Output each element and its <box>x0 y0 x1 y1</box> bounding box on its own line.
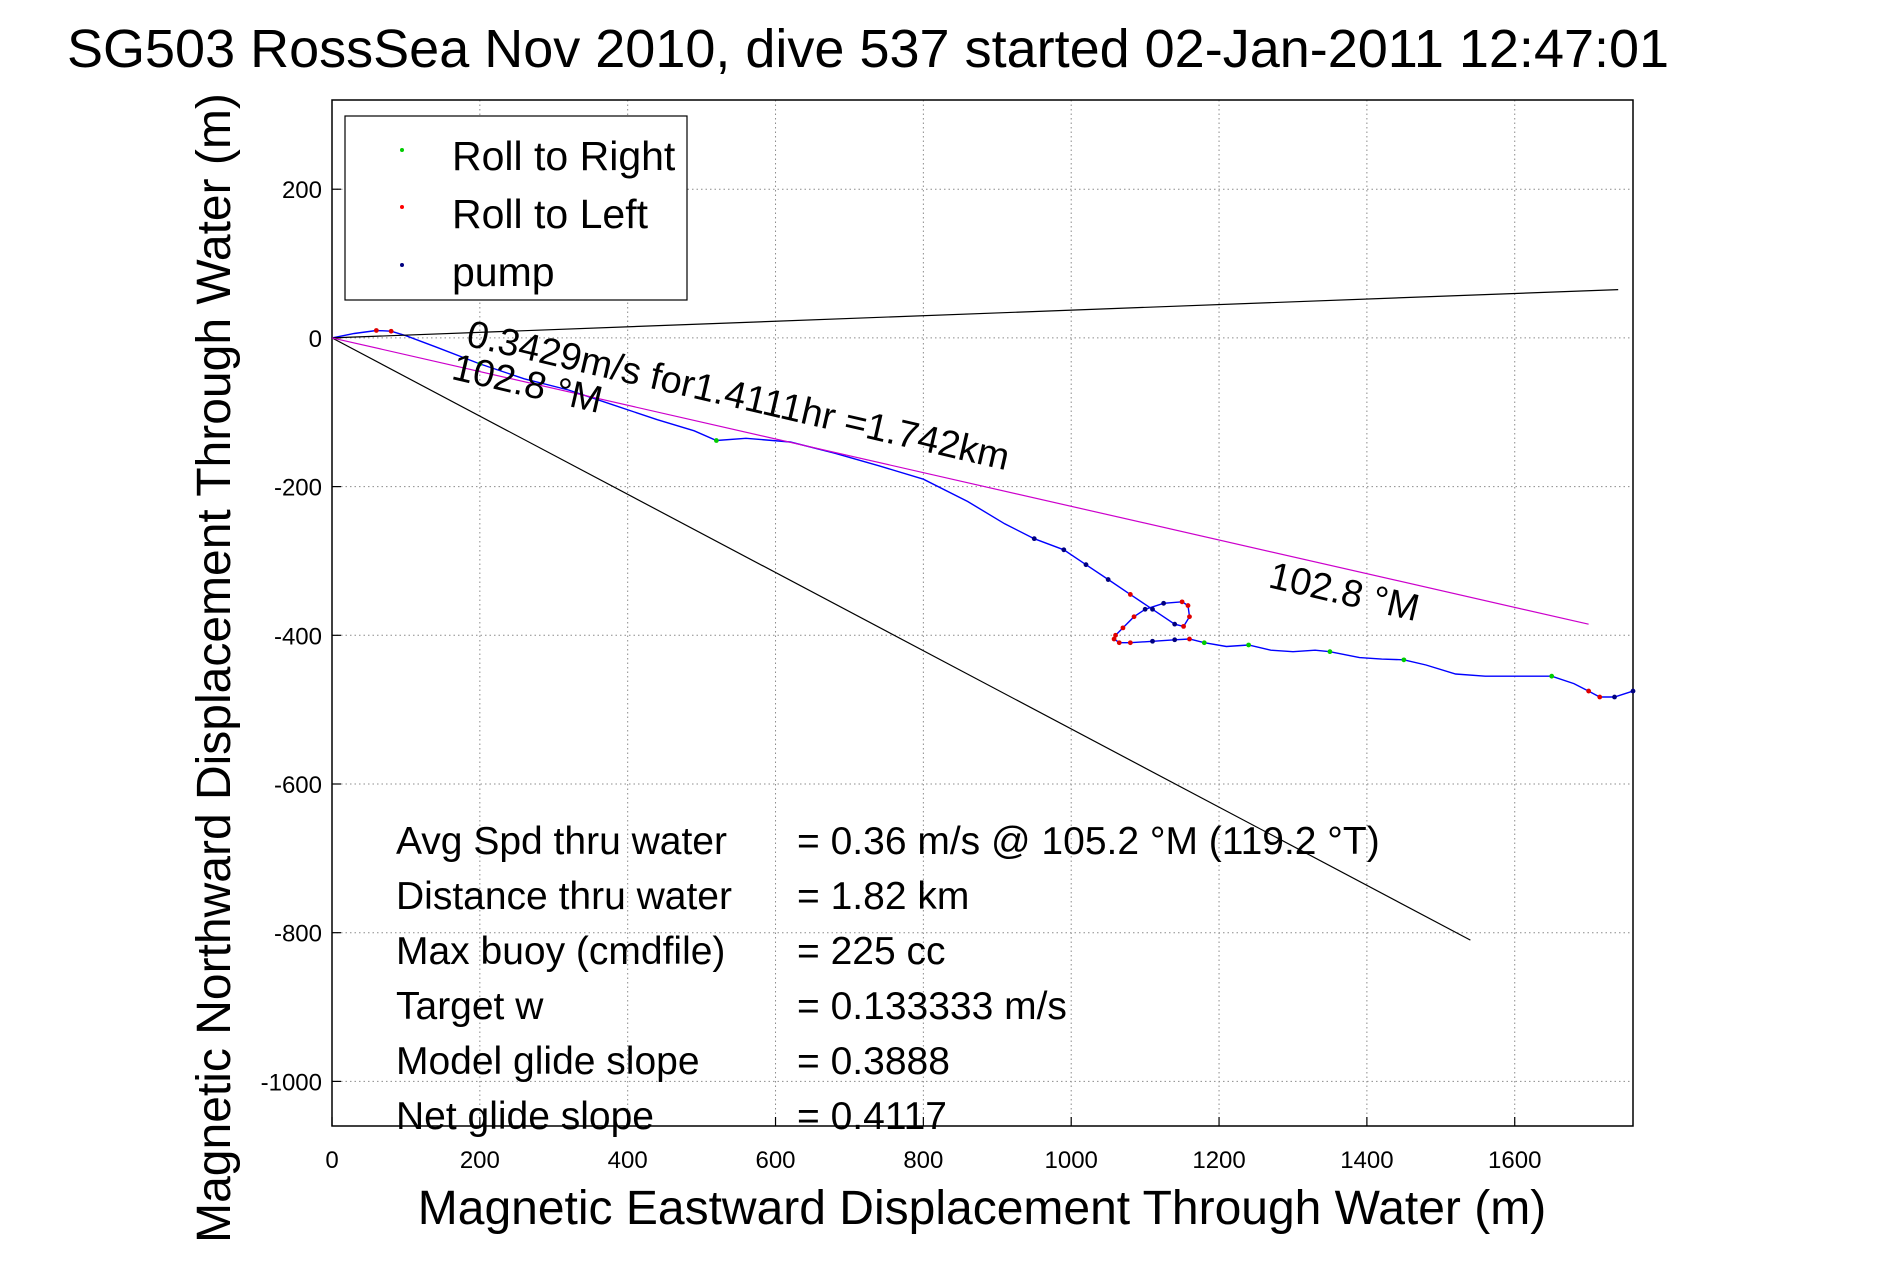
track-event-marker <box>1612 694 1617 700</box>
track-event-marker <box>1630 688 1636 694</box>
legend-label-roll-left: Roll to Left <box>452 191 649 237</box>
series-layer <box>331 289 1636 941</box>
x-tick-label: 0 <box>325 1147 338 1174</box>
legend-label-pump: pump <box>452 249 555 295</box>
track-event-marker <box>1172 621 1178 627</box>
track-event-marker <box>1586 688 1592 694</box>
track-event-marker <box>1116 640 1122 646</box>
x-tick-label: 200 <box>460 1147 500 1174</box>
x-tick-label: 1600 <box>1488 1147 1541 1174</box>
track-event-marker <box>388 328 394 334</box>
stat-value: = 1.82 km <box>797 875 969 918</box>
legend-marker-roll-left <box>400 205 404 209</box>
track-event-marker <box>1083 562 1089 568</box>
y-tick-label: -1000 <box>261 1069 322 1096</box>
stat-value: = 0.3888 <box>797 1040 950 1083</box>
track-event-marker <box>1142 606 1148 612</box>
stat-label: Target w <box>396 985 544 1028</box>
legend-marker-roll-right <box>400 148 404 152</box>
y-tick-label: 0 <box>309 326 322 353</box>
y-tick-label: -400 <box>274 623 322 650</box>
track-event-marker <box>1150 638 1155 644</box>
x-tick-label: 800 <box>903 1147 943 1174</box>
track-event-marker <box>477 361 483 367</box>
track-event-marker <box>713 438 719 443</box>
series-line-1 <box>331 289 1619 339</box>
track-event-marker <box>1172 637 1178 643</box>
track-event-marker <box>1120 625 1126 631</box>
series-line-0 <box>331 329 1634 698</box>
track-event-marker <box>1131 614 1137 620</box>
x-axis: 0 200 400 600 800 1000 1200 1400 1600 <box>325 1117 1541 1174</box>
track-event-marker <box>1181 623 1186 629</box>
track-event-marker <box>1327 649 1333 655</box>
legend-label-roll-right: Roll to Right <box>452 133 676 179</box>
track-event-marker <box>1185 603 1191 608</box>
stat-label: Net glide slope <box>396 1095 654 1138</box>
track-event-marker <box>1401 657 1407 663</box>
track-event-marker <box>1246 642 1252 648</box>
x-tick-label: 600 <box>755 1147 795 1174</box>
y-tick-label: -800 <box>274 921 322 948</box>
stat-label: Model glide slope <box>396 1040 700 1083</box>
plot-frame <box>331 99 1634 1127</box>
y-axis-label: Magnetic Northward Displacement Through … <box>188 93 241 1243</box>
track-event-marker <box>1597 694 1603 700</box>
y-tick-label: -600 <box>274 772 322 799</box>
track-event-marker <box>1127 592 1133 597</box>
stat-label: Avg Spd thru water <box>396 820 727 863</box>
x-tick-label: 1400 <box>1340 1147 1393 1174</box>
track-event-marker <box>1187 614 1192 620</box>
y-tick-label: 200 <box>282 177 322 204</box>
stats-block: Avg Spd thru water = 0.36 m/s @ 105.2 °M … <box>396 820 1380 1138</box>
track-event-marker <box>1127 640 1133 646</box>
track-event-marker <box>1111 636 1117 642</box>
track-event-marker <box>1179 599 1185 605</box>
series-line-3 <box>331 337 1589 625</box>
x-tick-label: 1000 <box>1045 1147 1098 1174</box>
stat-value: = 225 cc <box>797 930 946 973</box>
y-tick-label: -200 <box>274 475 322 502</box>
track-event-marker <box>1187 636 1192 642</box>
y-axis: 200 0 -200 -400 -600 -800 -1000 <box>261 177 341 1096</box>
track-event-marker <box>1031 536 1037 542</box>
x-tick-label: 1200 <box>1192 1147 1245 1174</box>
series-line-2 <box>331 337 1471 941</box>
x-tick-label: 400 <box>608 1147 648 1174</box>
chart-title: SG503 RossSea Nov 2010, dive 537 started… <box>67 19 1669 79</box>
track-event-marker <box>1161 600 1167 606</box>
track-event-marker <box>1105 577 1111 582</box>
x-axis-label: Magnetic Eastward Displacement Through W… <box>418 1182 1546 1235</box>
track-event-marker <box>1549 673 1555 679</box>
legend-marker-pump <box>400 263 404 267</box>
track-event-marker <box>1201 640 1207 646</box>
stat-value: = 0.36 m/s @ 105.2 °M (119.2 °T) <box>797 820 1380 863</box>
stat-label: Distance thru water <box>396 875 732 918</box>
track-event-marker <box>1061 547 1067 553</box>
track-event-marker <box>373 328 379 333</box>
track-event-marker <box>1113 632 1118 638</box>
stat-value: = 0.4117 <box>797 1095 947 1138</box>
stat-label: Max buoy (cmdfile) <box>396 930 725 973</box>
stat-value: = 0.133333 m/s <box>797 985 1067 1028</box>
track-event-marker <box>1150 606 1155 612</box>
legend: Roll to Right Roll to Left pump <box>344 115 688 301</box>
